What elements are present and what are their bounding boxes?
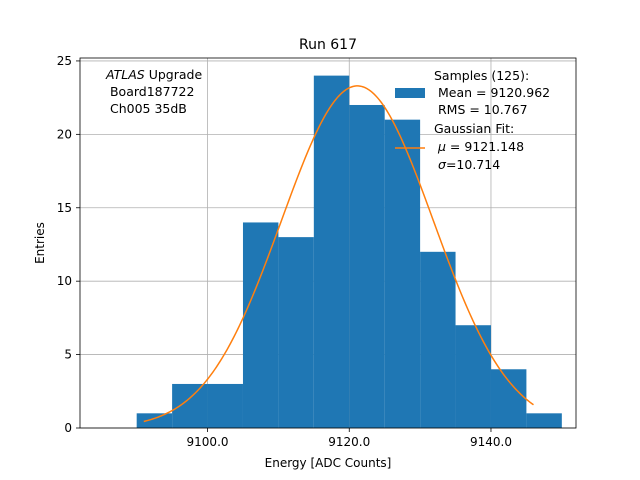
histogram-bar-1 [172, 383, 208, 428]
x-axis-ticks: 9100.0 9120.0 9140.0 [187, 428, 512, 449]
legend-fit-sigma: σ=10.714 [438, 157, 500, 172]
histogram-bar-10 [490, 369, 527, 428]
histogram-bar-0 [136, 413, 173, 428]
histogram-bar-6 [349, 104, 385, 428]
legend-samples-rms: RMS = 10.767 [434, 102, 528, 117]
histogram-bar-2 [207, 383, 243, 428]
legend-mu-symbol: μ [437, 139, 446, 154]
annotation-atlas-word: ATLAS [105, 67, 145, 82]
gaussian-fit-line [143, 85, 534, 423]
histogram-bar-4 [278, 237, 314, 428]
y-tick-label-2: 10 [57, 274, 72, 288]
gaussian-fit-curve [143, 85, 534, 423]
legend-sigma-symbol: σ [438, 157, 447, 172]
legend-samples-title: Samples (125): [434, 68, 529, 83]
legend-samples-swatch [395, 88, 425, 98]
legend-sigma-value: =10.714 [446, 157, 500, 172]
y-tick-label-4: 20 [57, 127, 72, 141]
chart-title: Run 617 [299, 37, 357, 53]
y-tick-label-0: 0 [64, 421, 72, 435]
y-axis-ticks: 0 5 10 15 20 25 [57, 54, 80, 435]
histogram-bar-7 [384, 119, 421, 429]
legend: Samples (125): Mean = 9120.962 RMS = 10.… [395, 68, 550, 172]
y-tick-label-5: 25 [57, 54, 72, 68]
y-tick-label-1: 5 [64, 348, 72, 362]
annotation-line-2: Board187722 [106, 84, 194, 99]
annotation-line-1: ATLAS Upgrade [105, 67, 202, 82]
histogram-bar-3 [242, 222, 279, 428]
x-tick-label-1: 9120.0 [328, 435, 370, 449]
y-axis-label: Entries [33, 222, 47, 264]
legend-samples-mean: Mean = 9120.962 [434, 85, 550, 100]
plot-frame [79, 57, 577, 429]
histogram-bar-11 [526, 413, 562, 428]
histogram-bar-8 [420, 251, 456, 428]
histogram-bar-5 [313, 75, 350, 428]
legend-fit-title: Gaussian Fit: [434, 121, 514, 136]
annotation-box: ATLAS Upgrade Board187722 Ch005 35dB [105, 67, 202, 116]
x-tick-label-0: 9100.0 [187, 435, 229, 449]
annotation-upgrade-word: Upgrade [145, 67, 203, 82]
histogram-bar-9 [455, 325, 491, 428]
x-tick-label-2: 9140.0 [470, 435, 512, 449]
x-axis-label: Energy [ADC Counts] [265, 456, 392, 470]
histogram-bars [136, 75, 562, 429]
legend-fit-mu: μ = 9121.148 [437, 139, 524, 154]
y-tick-label-3: 15 [57, 201, 72, 215]
legend-mu-value: = 9121.148 [446, 139, 524, 154]
annotation-line-3: Ch005 35dB [106, 101, 187, 116]
